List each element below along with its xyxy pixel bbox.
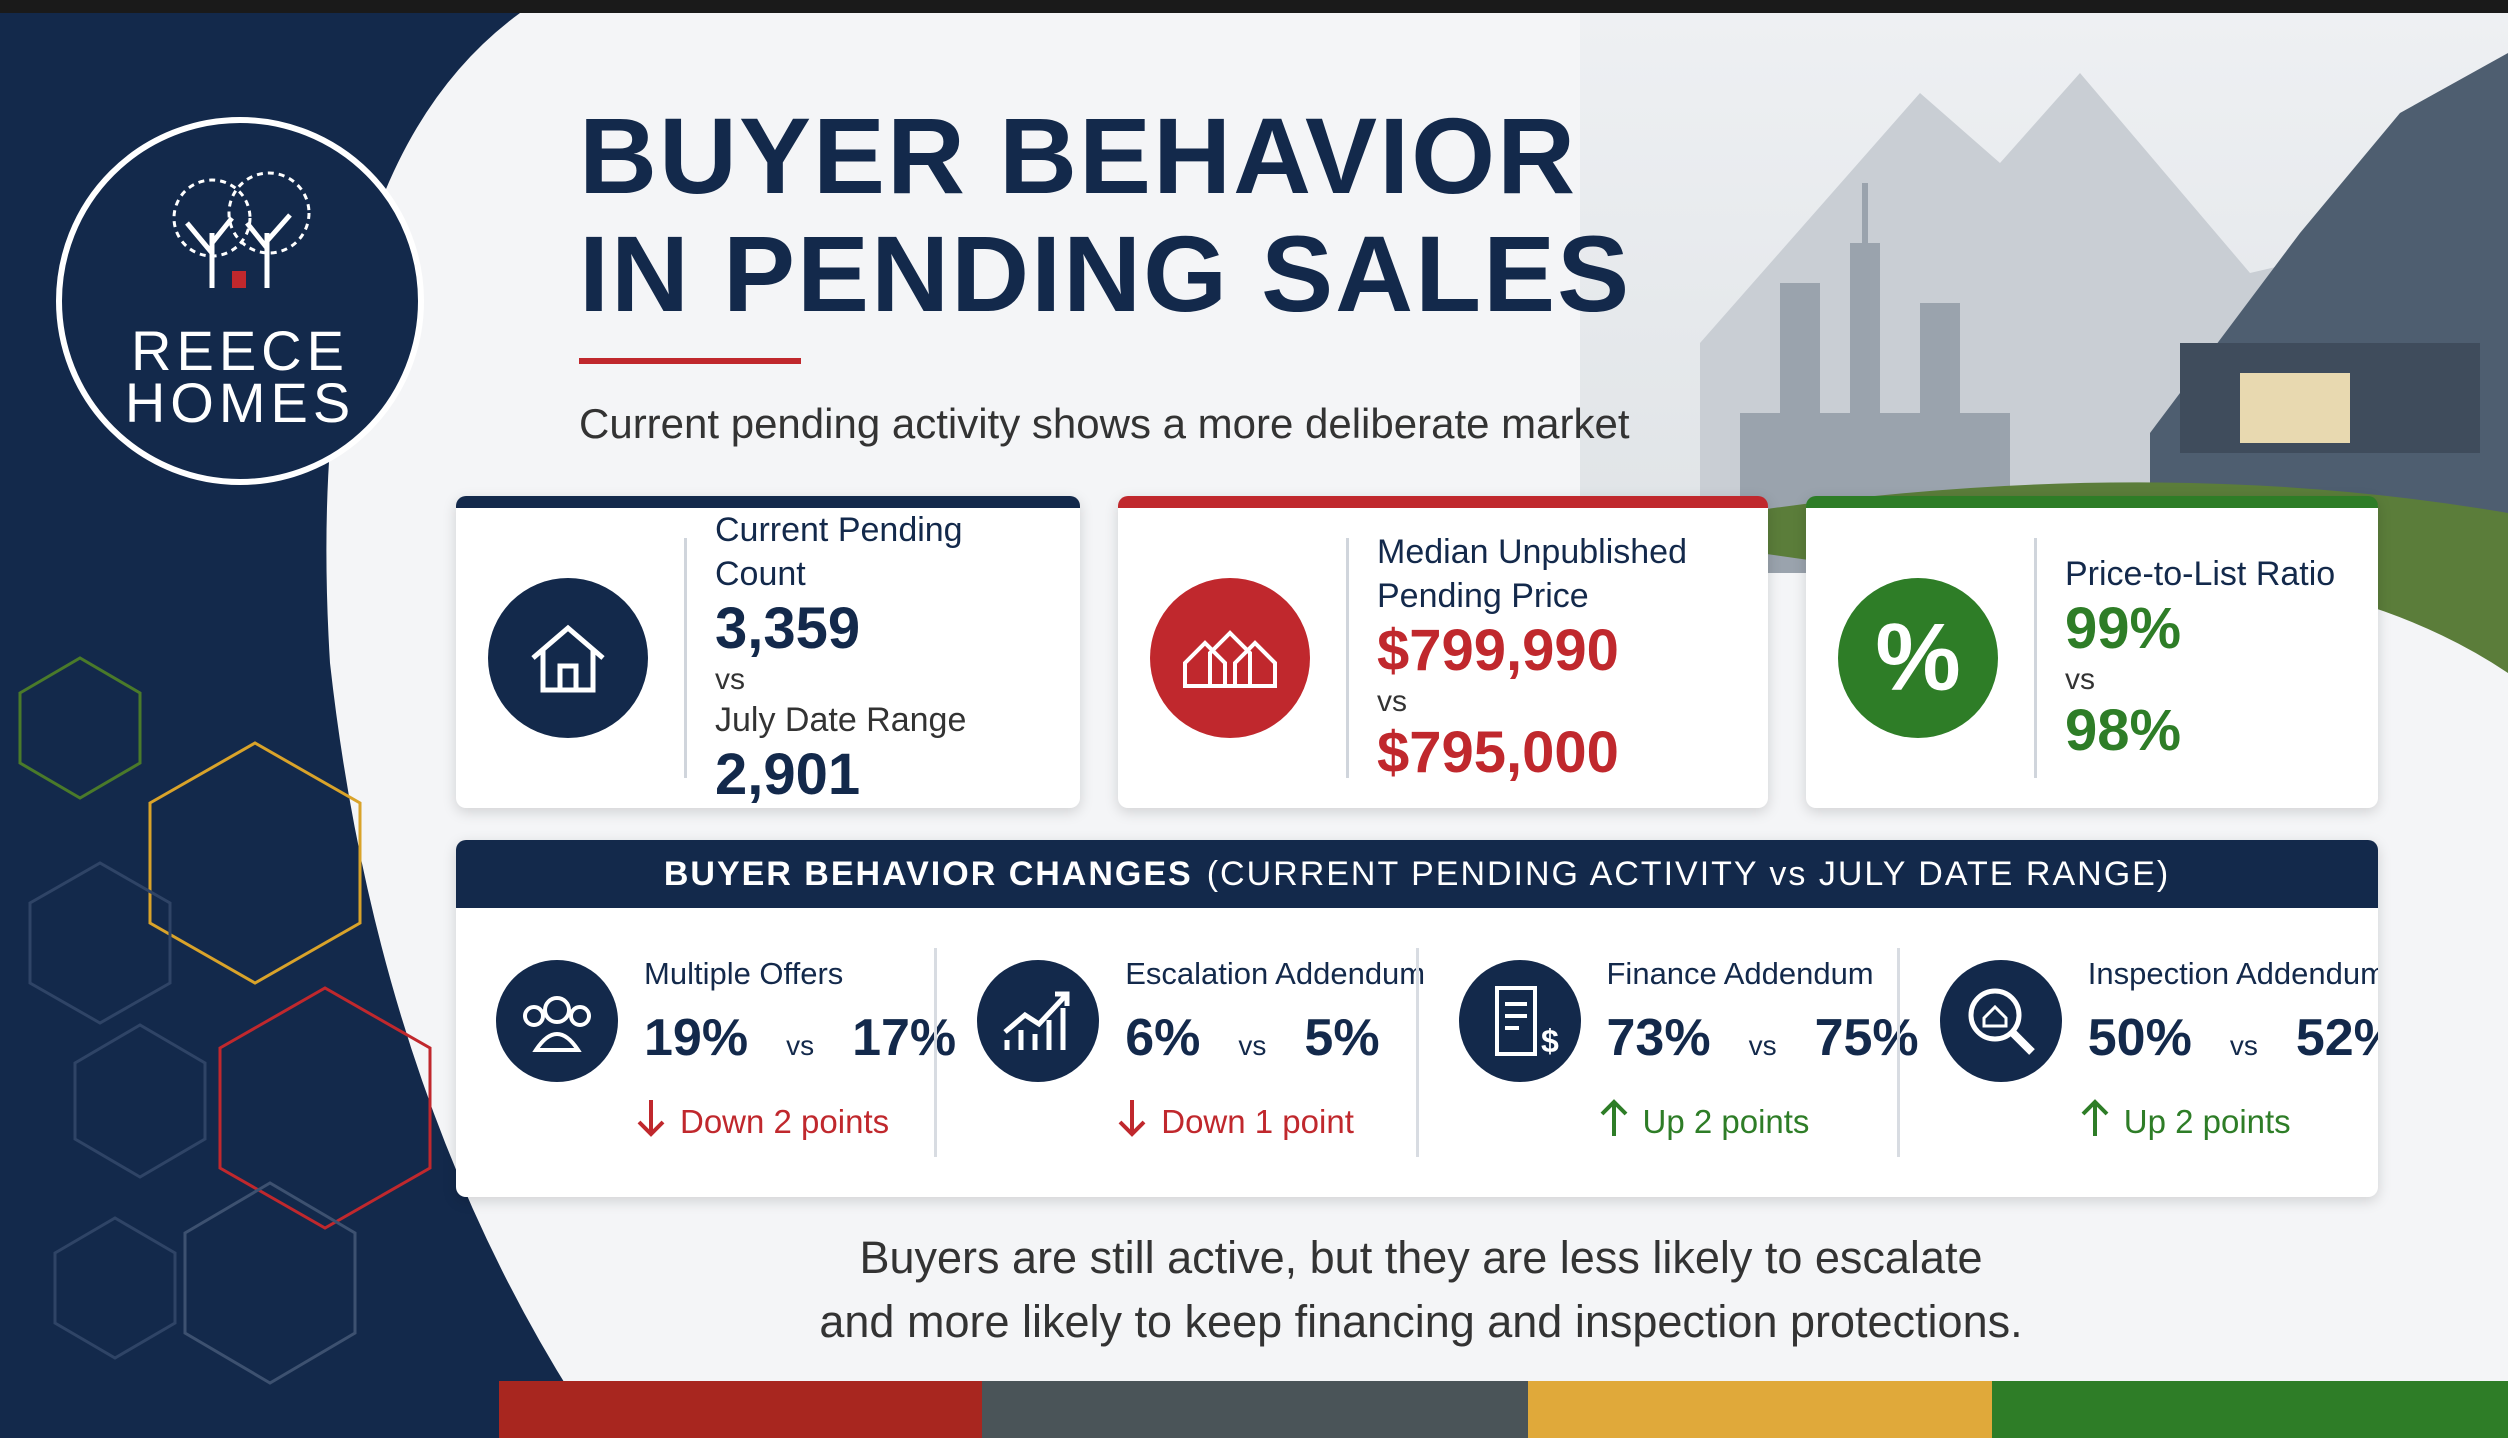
change-name: Escalation Addendum — [1125, 956, 1426, 991]
change-values: 73% vs 75% — [1607, 1008, 1919, 1068]
change-delta: Down 1 point — [1117, 1098, 1354, 1146]
change-name: Finance Addendum — [1606, 956, 1874, 991]
change-text: Down 1 point — [1161, 1103, 1354, 1140]
change-text: Up 2 points — [1642, 1103, 1810, 1140]
stat-previous: 2,901 — [715, 742, 861, 807]
change-text: Down 2 points — [680, 1103, 890, 1140]
bar-red — [499, 1381, 982, 1438]
stat-icon: % — [1838, 578, 1998, 738]
change-text: Up 2 points — [2123, 1103, 2291, 1140]
title-line2: IN PENDING SALES — [579, 213, 1632, 334]
stat-current: 99% — [2065, 596, 2182, 661]
changes-header: BUYER BEHAVIOR CHANGES (CURRENT PENDING A… — [456, 840, 2378, 908]
stat-current: 3,359 — [715, 596, 861, 661]
stat-icon — [488, 578, 648, 738]
change-name: Multiple Offers — [644, 956, 844, 991]
stat-card: % Price-to-List Ratio 99% vs 98% — [1806, 496, 2378, 808]
divider — [1346, 538, 1349, 778]
change-arrow — [1117, 1098, 1147, 1146]
stat-card: Median Unpublished Pending Price $799,990… — [1118, 496, 1768, 808]
change-arrow — [1599, 1098, 1629, 1146]
subtitle: Current pending activity shows a more de… — [579, 400, 1630, 447]
change-current: 50% — [2087, 1009, 2192, 1067]
stat-vs: vs — [1377, 685, 1407, 718]
stat-vs: vs — [715, 663, 745, 696]
change-icon — [496, 960, 618, 1082]
change-name: Inspection Addendum — [2087, 956, 2378, 991]
stat-label: Current Pending Count — [715, 511, 963, 593]
change-current: 6% — [1125, 1009, 1201, 1067]
change-values: 19% vs 17% — [644, 1008, 956, 1068]
change-arrow — [636, 1098, 666, 1146]
change-item: $ Finance Addendum 73% vs 75% Up 2 points — [1415, 948, 1919, 1157]
title-line1: BUYER BEHAVIOR — [579, 95, 1578, 216]
change-vs: vs — [786, 1030, 815, 1061]
logo-tree — [172, 171, 311, 288]
svg-text:$: $ — [1541, 1023, 1559, 1059]
changes-note: (CURRENT PENDING ACTIVITY vs JULY DATE R… — [1206, 854, 2171, 893]
changes-items: Multiple Offers 19% vs 17% Down 2 points Esca… — [456, 908, 2378, 1197]
change-item: Escalation Addendum 6% vs 5% Down 1 point — [934, 948, 1425, 1157]
stat-icon — [1150, 578, 1310, 738]
brand-line2: HOMES — [124, 371, 356, 434]
top-strip — [0, 0, 2508, 13]
stat-previous: $795,000 — [1377, 720, 1619, 785]
bar-yellow — [1528, 1381, 1992, 1438]
change-icon — [977, 960, 1100, 1082]
title-underline — [579, 358, 801, 364]
footer-line2: and more likely to keep financing and in… — [819, 1296, 2023, 1347]
brand-line1: REECE — [131, 319, 349, 382]
change-delta: Down 2 points — [636, 1098, 889, 1146]
footer-line1: Buyers are still active, but they are le… — [859, 1232, 1983, 1283]
change-previous: 52% — [2295, 1009, 2378, 1067]
change-current: 19% — [644, 1009, 749, 1067]
divider — [684, 538, 687, 778]
change-vs: vs — [1748, 1030, 1777, 1061]
change-current: 73% — [1606, 1009, 1711, 1067]
change-previous: 17% — [852, 1009, 957, 1067]
change-vs: vs — [2229, 1030, 2258, 1061]
stat-previous: 98% — [2065, 698, 2182, 763]
bar-gray — [982, 1381, 1528, 1438]
stat-text: Price-to-List Ratio 99% vs 98% — [2065, 552, 2335, 764]
changes-title: BUYER BEHAVIOR CHANGES — [663, 854, 1193, 893]
stat-comparison-label: July Date Range — [715, 701, 967, 739]
change-values: 50% vs 52% — [2088, 1008, 2378, 1068]
bar-green — [1992, 1381, 2508, 1438]
divider — [2034, 538, 2037, 778]
stat-current: $799,990 — [1377, 618, 1619, 683]
change-vs: vs — [1238, 1030, 1267, 1061]
stat-text: Current Pending Count 3,359 vs July Date Ra… — [715, 508, 1055, 808]
change-values: 6% vs 5% — [1125, 1008, 1379, 1068]
change-item: Inspection Addendum 50% vs 52%Up 2 points — [1896, 948, 2378, 1157]
stat-label: Median Unpublished Pending Price — [1377, 533, 1687, 615]
stat-vs: vs — [2065, 663, 2095, 696]
change-previous: 75% — [1814, 1009, 1919, 1067]
change-previous: 5% — [1304, 1009, 1380, 1067]
change-delta: Up 2 points — [1599, 1098, 1810, 1146]
stat-text: Median Unpublished Pending Price $799,990… — [1377, 530, 1717, 786]
stat-card: Current Pending Count 3,359 vs July Date Ra… — [456, 496, 1080, 808]
change-icon — [1939, 960, 2062, 1082]
change-arrow — [2080, 1098, 2110, 1146]
change-icon: $ — [1458, 960, 1581, 1082]
change-item: Multiple Offers 19% vs 17% Down 2 points — [456, 948, 956, 1157]
change-delta: Up 2 points — [2080, 1098, 2291, 1146]
logo: REECE HOMES — [56, 117, 424, 485]
stat-label: Price-to-List Ratio — [2065, 555, 2336, 593]
changes-panel: BUYER BEHAVIOR CHANGES (CURRENT PENDING A… — [456, 840, 2378, 1197]
